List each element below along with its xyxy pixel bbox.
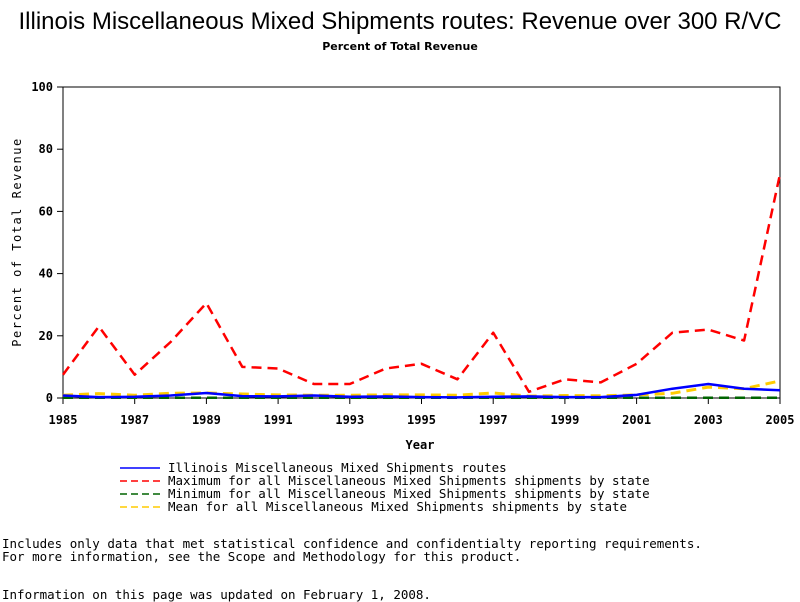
chart-subtitle: Percent of Total Revenue (322, 40, 478, 53)
legend-label-1: Maximum for all Miscellaneous Mixed Ship… (168, 473, 650, 488)
line-chart: 1985 1987 1989 1991 1993 1995 1997 1999 2001 2003… (10, 80, 795, 514)
x-tick-label: 1989 (192, 413, 221, 427)
legend-label-2: Minimum for all Miscellaneous Mixed Ship… (168, 486, 650, 501)
x-tick-label: 1999 (550, 413, 579, 427)
x-tick-label: 1987 (120, 413, 149, 427)
x-tick-label: 1993 (335, 413, 364, 427)
y-tick-label: 20 (39, 329, 53, 343)
plot-frame (62, 86, 781, 399)
legend-label-3: Mean for all Miscellaneous Mixed Shipmen… (168, 499, 627, 514)
legend-label-0: Illinois Miscellaneous Mixed Shipments r… (168, 460, 507, 475)
y-tick-label: 0 (46, 391, 53, 405)
x-axis-label: Year (406, 438, 435, 452)
x-tick-label: 2003 (694, 413, 723, 427)
x-tick-label: 1991 (264, 413, 293, 427)
x-tick-label: 2001 (622, 413, 651, 427)
y-tick-label: 40 (39, 267, 53, 281)
y-tick-label: 100 (31, 80, 53, 94)
footnote-requirements: Includes only data that met statistical … (2, 536, 702, 551)
x-tick-label: 1985 (49, 413, 78, 427)
series-line-3 (62, 379, 781, 398)
footnote-methodology: For more information, see the Scope and … (2, 549, 522, 564)
y-tick-label: 80 (39, 142, 53, 156)
x-tick-label: 1997 (479, 413, 508, 427)
y-axis-label: Percent of Total Revenue (10, 137, 24, 346)
x-tick-label: 1995 (407, 413, 436, 427)
x-tick-label: 2005 (766, 413, 795, 427)
series-line-1 (61, 173, 782, 394)
chart-title: Illinois Miscellaneous Mixed Shipments r… (18, 8, 782, 35)
footnote-updated: Information on this page was updated on … (2, 587, 431, 602)
series-line-0 (62, 382, 781, 399)
y-tick-label: 60 (39, 204, 53, 218)
